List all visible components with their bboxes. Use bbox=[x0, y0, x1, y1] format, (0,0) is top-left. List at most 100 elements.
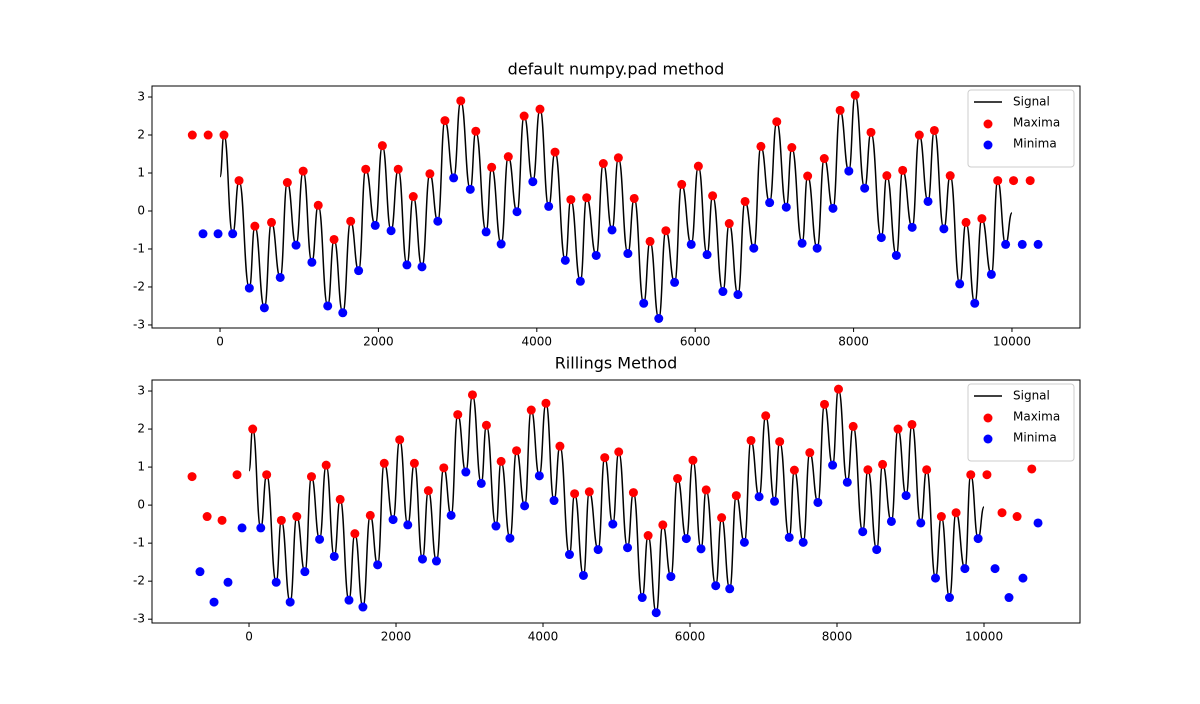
marker bbox=[386, 226, 396, 236]
legend-label: Minima bbox=[1013, 431, 1057, 445]
marker bbox=[433, 216, 443, 226]
x-tick-label: 0 bbox=[216, 335, 224, 349]
marker bbox=[526, 405, 536, 415]
marker bbox=[519, 111, 529, 121]
x-tick-label: 10000 bbox=[965, 630, 1003, 644]
marker bbox=[658, 520, 668, 530]
marker bbox=[945, 171, 955, 181]
marker bbox=[645, 236, 655, 246]
marker bbox=[939, 224, 949, 234]
legend-label: Maxima bbox=[1013, 410, 1060, 424]
marker bbox=[461, 467, 471, 477]
marker bbox=[555, 441, 565, 451]
marker bbox=[600, 453, 610, 463]
plot-area bbox=[187, 384, 1043, 618]
marker bbox=[661, 226, 671, 236]
marker bbox=[291, 240, 301, 250]
marker bbox=[512, 446, 522, 456]
marker bbox=[465, 184, 475, 194]
marker bbox=[449, 173, 459, 183]
marker bbox=[878, 459, 888, 469]
marker bbox=[749, 243, 759, 253]
marker bbox=[916, 518, 926, 528]
marker bbox=[564, 550, 574, 560]
marker bbox=[833, 384, 843, 394]
marker bbox=[202, 512, 212, 522]
y-tick-label: -3 bbox=[133, 317, 145, 331]
marker bbox=[951, 508, 961, 518]
marker bbox=[628, 488, 638, 498]
marker bbox=[491, 521, 501, 531]
x-tick-label: 4000 bbox=[528, 630, 559, 644]
marker bbox=[256, 523, 266, 533]
marker bbox=[1025, 176, 1035, 186]
y-tick-label: -3 bbox=[133, 612, 145, 626]
marker bbox=[195, 567, 205, 577]
marker bbox=[770, 496, 780, 506]
marker bbox=[582, 193, 592, 203]
marker bbox=[593, 545, 603, 555]
marker bbox=[467, 390, 477, 400]
marker bbox=[866, 127, 876, 137]
marker bbox=[425, 169, 435, 179]
marker bbox=[1018, 573, 1028, 583]
marker bbox=[696, 544, 706, 554]
legend-label: Maxima bbox=[1013, 116, 1060, 130]
x-tick-label: 6000 bbox=[680, 335, 711, 349]
marker bbox=[440, 116, 450, 126]
marker bbox=[739, 537, 749, 547]
marker bbox=[250, 221, 260, 231]
marker bbox=[1033, 239, 1043, 249]
marker bbox=[338, 308, 348, 318]
marker bbox=[982, 470, 992, 480]
marker bbox=[607, 225, 617, 235]
marker bbox=[496, 456, 506, 466]
marker bbox=[651, 608, 661, 618]
marker bbox=[544, 201, 554, 211]
chart-title: default numpy.pad method bbox=[508, 60, 725, 79]
marker bbox=[570, 489, 580, 499]
y-tick-label: 3 bbox=[137, 384, 145, 398]
marker bbox=[276, 515, 286, 525]
marker bbox=[379, 458, 389, 468]
marker bbox=[733, 290, 743, 300]
marker bbox=[417, 554, 427, 564]
marker bbox=[575, 276, 585, 286]
marker bbox=[329, 234, 339, 244]
legend-label: Minima bbox=[1013, 137, 1057, 151]
marker bbox=[346, 216, 356, 226]
marker bbox=[217, 515, 227, 525]
x-tick-label: 0 bbox=[245, 630, 253, 644]
x-tick-label: 10000 bbox=[993, 335, 1031, 349]
marker bbox=[285, 597, 295, 607]
marker bbox=[234, 176, 244, 186]
marker bbox=[262, 470, 272, 480]
marker bbox=[505, 533, 515, 543]
marker bbox=[377, 141, 387, 151]
marker bbox=[955, 279, 965, 289]
y-tick-label: -2 bbox=[133, 574, 145, 588]
marker bbox=[666, 572, 676, 582]
marker bbox=[961, 217, 971, 227]
marker bbox=[271, 577, 281, 587]
marker bbox=[259, 303, 269, 313]
marker bbox=[844, 166, 854, 176]
marker bbox=[439, 463, 449, 473]
marker bbox=[373, 560, 383, 570]
marker bbox=[535, 104, 545, 114]
marker bbox=[724, 219, 734, 229]
marker bbox=[637, 593, 647, 603]
y-tick-label: 2 bbox=[137, 128, 145, 142]
marker bbox=[244, 283, 254, 293]
marker bbox=[842, 477, 852, 487]
y-tick-label: -1 bbox=[133, 241, 145, 255]
marker bbox=[960, 564, 970, 574]
marker bbox=[187, 472, 197, 482]
x-tick-label: 2000 bbox=[381, 630, 412, 644]
marker bbox=[718, 287, 728, 297]
marker bbox=[187, 130, 197, 140]
marker bbox=[901, 491, 911, 501]
marker bbox=[584, 487, 594, 497]
y-tick-label: 0 bbox=[137, 203, 145, 217]
